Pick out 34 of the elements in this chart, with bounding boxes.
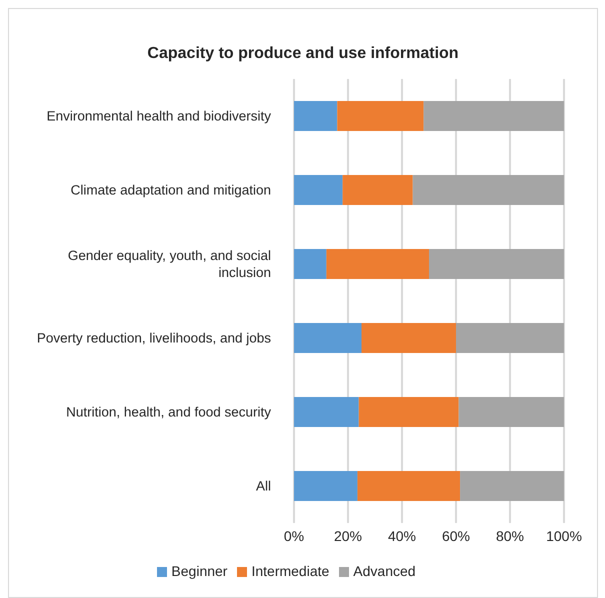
bar — [294, 471, 358, 501]
legend-label: Intermediate — [251, 563, 330, 579]
y-tick-label: Gender equality, youth, and social inclusion — [68, 248, 271, 280]
x-tick-label: 40% — [388, 528, 416, 544]
bar — [294, 249, 326, 279]
bar — [326, 249, 429, 279]
bar — [294, 101, 338, 131]
bar — [358, 397, 459, 427]
bar — [357, 471, 460, 501]
bar — [362, 323, 456, 353]
bar — [424, 101, 564, 131]
x-tick-label: 100% — [546, 528, 582, 544]
legend-label: Advanced — [353, 563, 416, 579]
legend-label: Beginner — [171, 563, 228, 579]
bar — [342, 175, 413, 205]
x-tick-label: 80% — [496, 528, 524, 544]
y-tick-label: Poverty reduction, livelihoods, and jobs — [36, 330, 272, 346]
bar — [294, 323, 362, 353]
bar — [294, 175, 343, 205]
bar — [456, 323, 564, 353]
y-tick-label: Climate adaptation and mitigation — [70, 182, 271, 198]
y-tick-label: Nutrition, health, and food security — [66, 404, 272, 420]
bar — [460, 471, 564, 501]
x-tick-label: 60% — [442, 528, 470, 544]
y-tick-label: All — [256, 478, 271, 494]
chart-title: Capacity to produce and use information — [146, 45, 460, 64]
bar — [429, 249, 564, 279]
x-tick-label: 0% — [284, 528, 304, 544]
bar — [458, 397, 564, 427]
bar — [294, 397, 359, 427]
bar — [412, 175, 564, 205]
bar — [337, 101, 424, 131]
x-tick-label: 20% — [334, 528, 362, 544]
y-tick-label: Environmental health and biodiversity — [46, 108, 272, 124]
